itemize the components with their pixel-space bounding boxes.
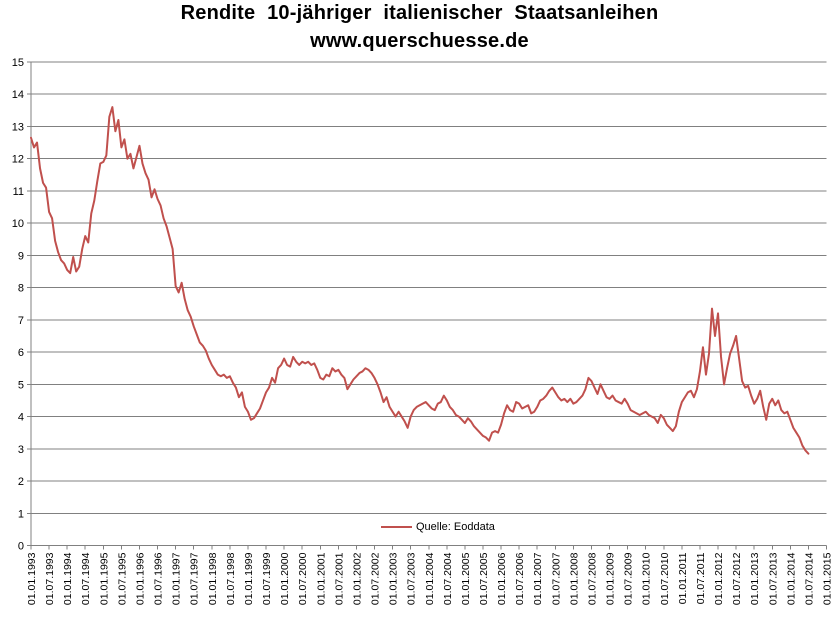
x-tick-label: 01.07.2000 bbox=[297, 552, 309, 605]
x-tick-label: 01.07.2014 bbox=[803, 552, 815, 605]
series-line-quelle-eoddata bbox=[30, 106, 810, 455]
x-tick-label: 01.07.2003 bbox=[406, 552, 418, 605]
x-tick-label: 01.01.2012 bbox=[713, 552, 725, 605]
x-tick-label: 01.01.2010 bbox=[641, 552, 653, 605]
y-tick-label: 11 bbox=[13, 186, 24, 198]
x-tick-label: 01.01.2007 bbox=[532, 552, 544, 605]
legend: Quelle: Eoddata bbox=[381, 521, 495, 533]
y-tick-label: 1 bbox=[18, 508, 24, 520]
x-tick-label: 01.07.1996 bbox=[153, 552, 165, 605]
x-tick-label: 01.01.2003 bbox=[388, 552, 400, 605]
x-tick-label: 01.01.2014 bbox=[785, 552, 797, 605]
y-tick-label: 0 bbox=[18, 541, 24, 553]
y-tick-label: 6 bbox=[18, 347, 24, 359]
x-tick-label: 01.07.2006 bbox=[514, 552, 526, 605]
x-tick-label: 01.01.1999 bbox=[243, 552, 255, 605]
x-tick-label: 01.07.2004 bbox=[442, 552, 454, 605]
x-tick-label: 01.07.2013 bbox=[767, 552, 779, 605]
y-tick-label: 14 bbox=[12, 89, 24, 101]
x-tick-label: 01.07.1994 bbox=[80, 552, 92, 605]
gridlines bbox=[31, 61, 827, 514]
legend-label: Quelle: Eoddata bbox=[416, 521, 495, 533]
x-tick-label: 01.07.1993 bbox=[44, 552, 56, 605]
y-tick-label: 10 bbox=[12, 218, 24, 230]
x-tick-label: 01.07.2010 bbox=[659, 552, 671, 605]
y-tick-label: 13 bbox=[12, 121, 24, 133]
x-tick-label: 01.01.1994 bbox=[62, 552, 74, 605]
y-tick-label: 4 bbox=[18, 412, 24, 424]
x-tick-label: 01.01.1998 bbox=[207, 552, 219, 605]
x-tick-label: 01.01.2001 bbox=[315, 552, 327, 605]
x-tick-label: 01.01.2013 bbox=[749, 552, 761, 605]
x-tick-label: 01.07.2008 bbox=[586, 552, 598, 605]
x-tick-label: 01.01.1997 bbox=[171, 552, 183, 605]
legend-line-swatch bbox=[381, 526, 412, 528]
x-tick-label: 01.01.2011 bbox=[677, 552, 689, 604]
x-tick-label: 01.01.2000 bbox=[279, 552, 291, 605]
x-tick-label: 01.01.2009 bbox=[605, 552, 617, 605]
x-tick-label: 01.07.1999 bbox=[261, 552, 273, 605]
x-axis-labels: 01.01.1993 01.07.1993 01.01.1994 01.07.1994… bbox=[26, 545, 834, 605]
chart-title: Rendite 10-jähriger italienischer Staats… bbox=[180, 2, 659, 24]
x-tick-label: 01.01.2002 bbox=[351, 552, 363, 605]
x-tick-label: 01.07.1997 bbox=[189, 552, 201, 605]
x-tick-label: 01.01.2015 bbox=[822, 552, 834, 605]
x-tick-label: 01.07.2011 bbox=[695, 552, 707, 604]
x-tick-label: 01.07.2009 bbox=[623, 552, 635, 605]
x-tick-label: 01.01.1993 bbox=[26, 552, 38, 605]
x-tick-label: 01.01.2006 bbox=[496, 552, 508, 605]
x-tick-label: 01.07.2001 bbox=[333, 552, 345, 605]
x-tick-label: 01.07.1998 bbox=[225, 552, 237, 605]
x-tick-label: 01.07.2007 bbox=[550, 552, 562, 605]
y-tick-label: 9 bbox=[18, 250, 24, 262]
y-tick-label: 2 bbox=[18, 476, 24, 488]
y-tick-label: 12 bbox=[12, 154, 24, 166]
x-tick-label: 01.07.2002 bbox=[370, 552, 382, 605]
x-tick-label: 01.01.2005 bbox=[460, 552, 472, 605]
axes bbox=[27, 62, 827, 550]
chart-subtitle: www.querschuesse.de bbox=[310, 30, 529, 52]
y-tick-label: 15 bbox=[12, 57, 24, 69]
y-tick-label: 5 bbox=[18, 379, 24, 391]
x-tick-label: 01.07.2005 bbox=[478, 552, 490, 605]
x-tick-label: 01.01.1996 bbox=[134, 552, 146, 605]
y-tick-label: 8 bbox=[18, 283, 24, 295]
x-tick-label: 01.01.2004 bbox=[424, 552, 436, 605]
x-tick-label: 01.01.1995 bbox=[98, 552, 110, 605]
y-tick-label: 3 bbox=[18, 444, 24, 456]
x-tick-label: 01.01.2008 bbox=[568, 552, 580, 605]
x-tick-label: 01.07.2012 bbox=[731, 552, 743, 605]
x-tick-label: 01.07.1995 bbox=[116, 552, 128, 605]
y-tick-label: 7 bbox=[18, 315, 24, 327]
